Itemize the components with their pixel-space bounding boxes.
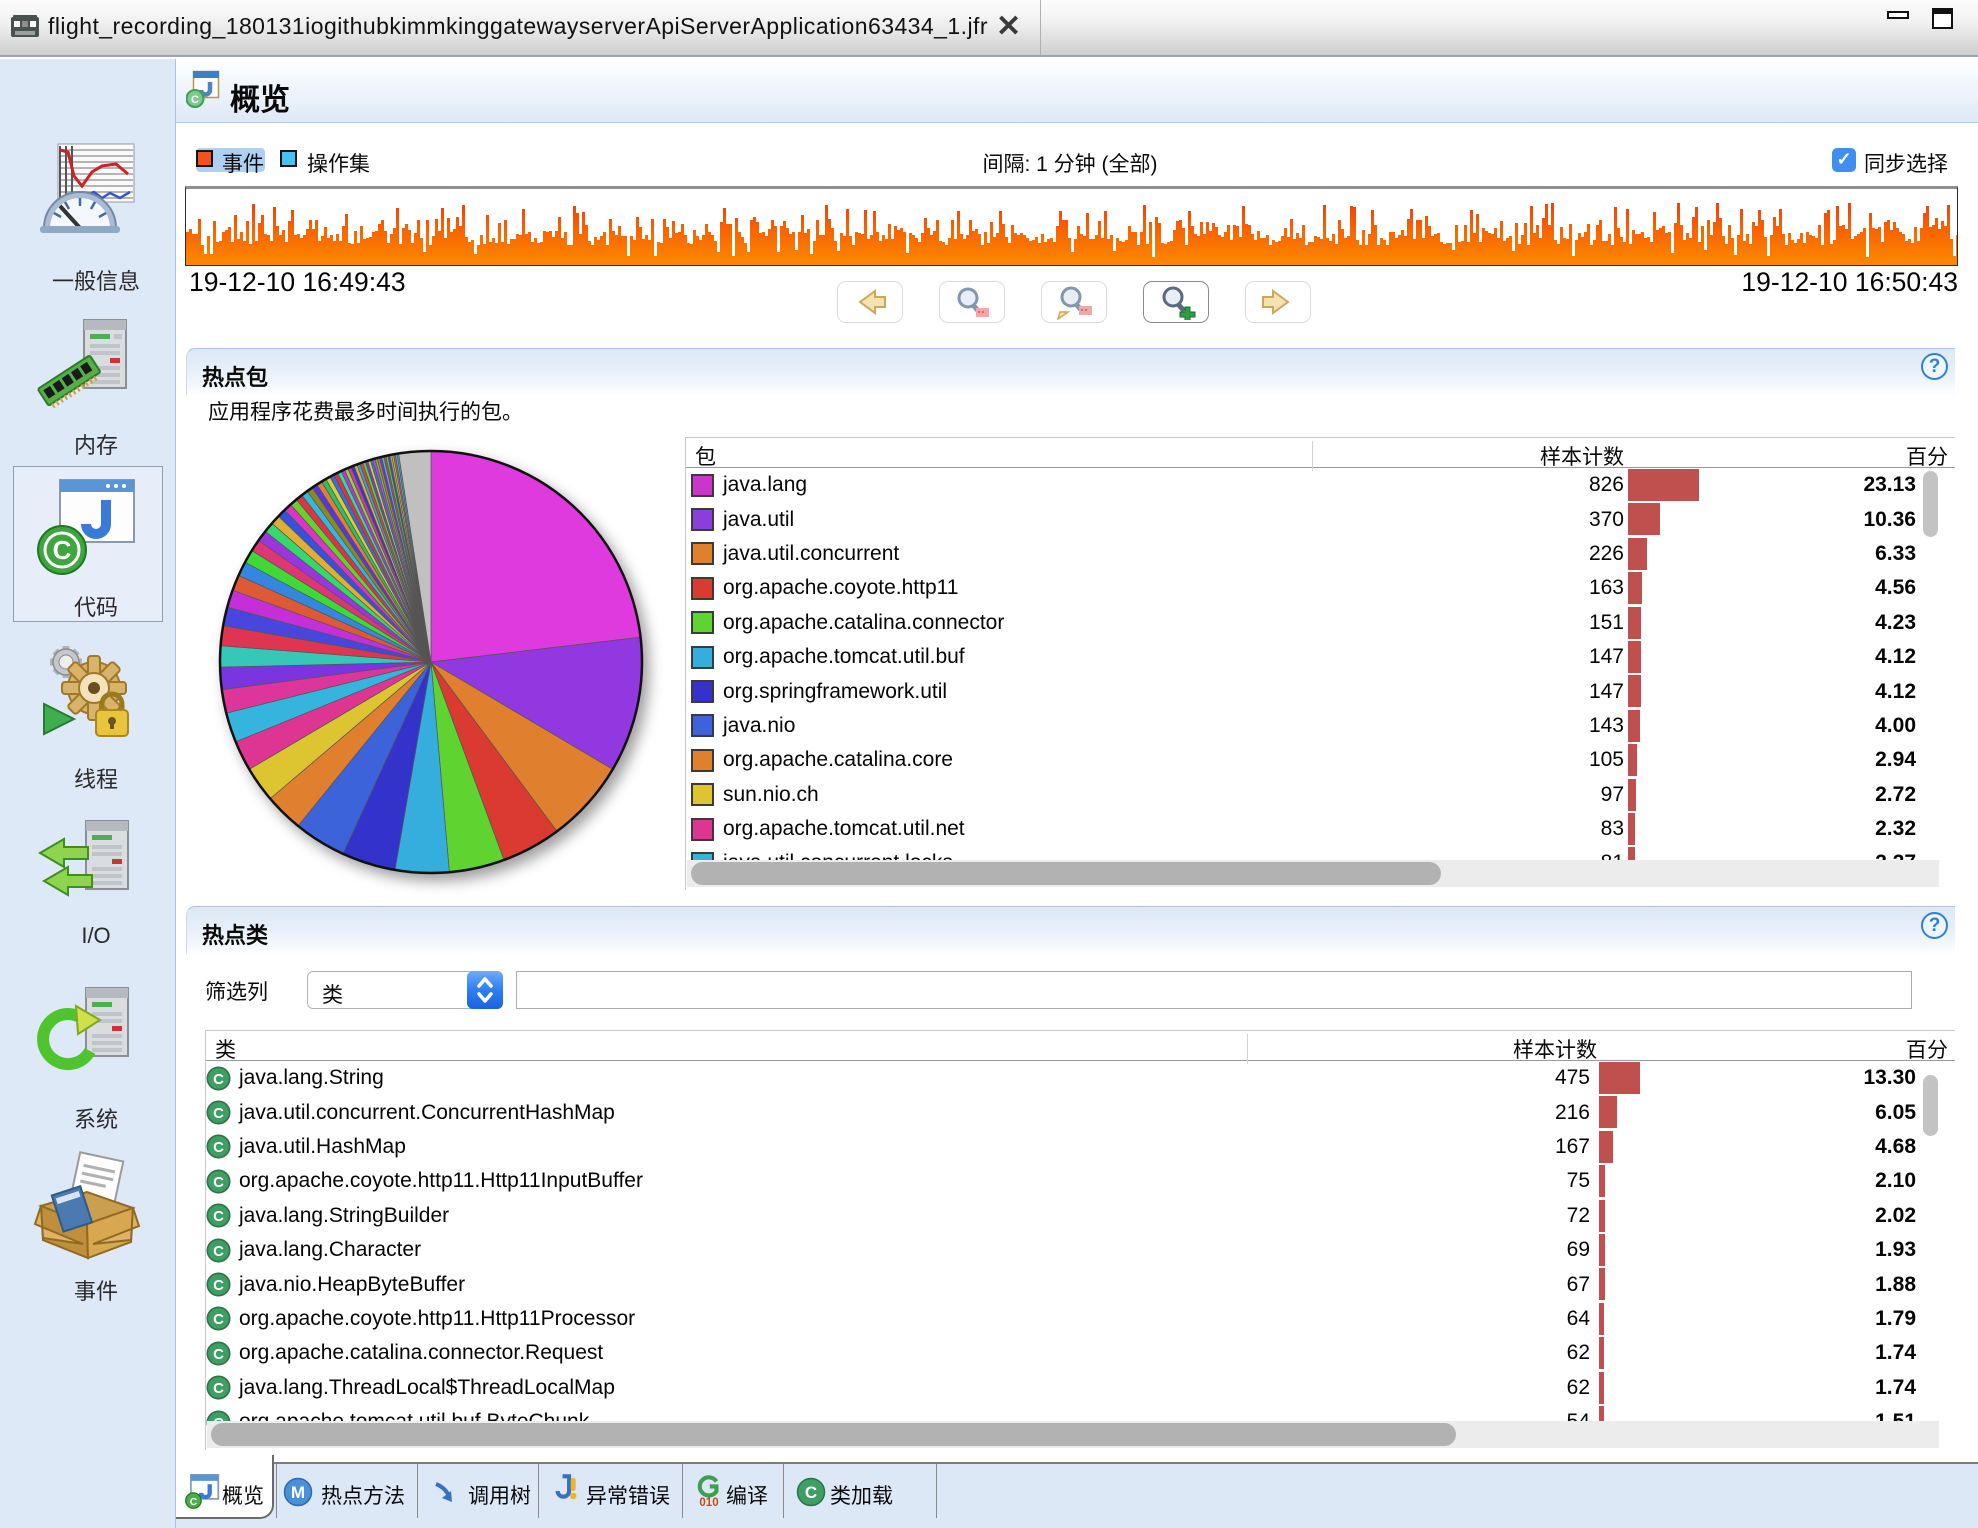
svg-text:C: C: [213, 1277, 224, 1294]
svg-text:C: C: [53, 535, 72, 565]
svg-text:010: 010: [699, 1497, 718, 1509]
svg-text:C: C: [805, 1483, 817, 1502]
svg-text:C: C: [213, 1070, 224, 1087]
svg-text:C: C: [190, 1497, 198, 1508]
svg-text:C: C: [213, 1208, 224, 1225]
svg-text:C: C: [213, 1380, 224, 1397]
svg-text:C: C: [213, 1242, 224, 1259]
svg-text:M: M: [291, 1483, 305, 1502]
svg-text:C: C: [213, 1346, 224, 1363]
svg-text:C: C: [191, 94, 199, 106]
svg-text:C: C: [213, 1139, 224, 1156]
svg-text:C: C: [213, 1105, 224, 1122]
svg-text:C: C: [213, 1174, 224, 1191]
svg-text:C: C: [213, 1311, 224, 1328]
